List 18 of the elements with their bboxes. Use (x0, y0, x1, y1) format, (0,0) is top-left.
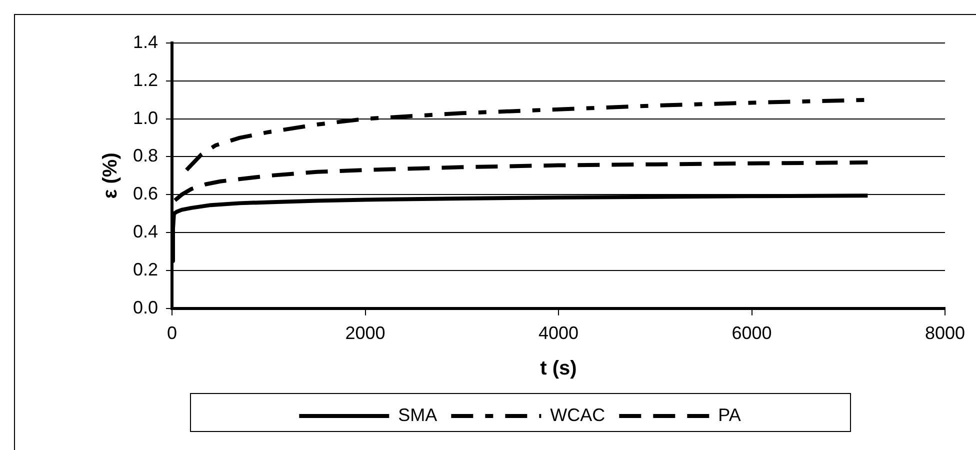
x-tick-label: 4000 (538, 323, 579, 344)
x-tick-label: 2000 (345, 323, 386, 344)
y-axis-title: ε (%) (100, 152, 122, 199)
legend-label: PA (718, 404, 741, 425)
legend-label: SMA (398, 404, 438, 425)
x-axis-title: t (s) (540, 358, 577, 380)
y-tick-label: 1.2 (132, 70, 158, 90)
y-tick-label: 1.0 (132, 108, 158, 128)
legend-label: WCAC (550, 404, 606, 425)
y-tick-label: 0.4 (132, 222, 158, 242)
x-tick-label: 6000 (732, 323, 772, 344)
y-tick-label: 0.0 (132, 297, 158, 318)
y-tick-label: 0.2 (132, 259, 158, 280)
y-tick-label: 1.4 (132, 32, 158, 52)
y-tick-label: 0.8 (132, 146, 158, 166)
y-tick-label: 0.6 (132, 184, 158, 204)
x-tick-label: 8000 (924, 323, 966, 344)
x-tick-label: 0 (167, 323, 178, 344)
